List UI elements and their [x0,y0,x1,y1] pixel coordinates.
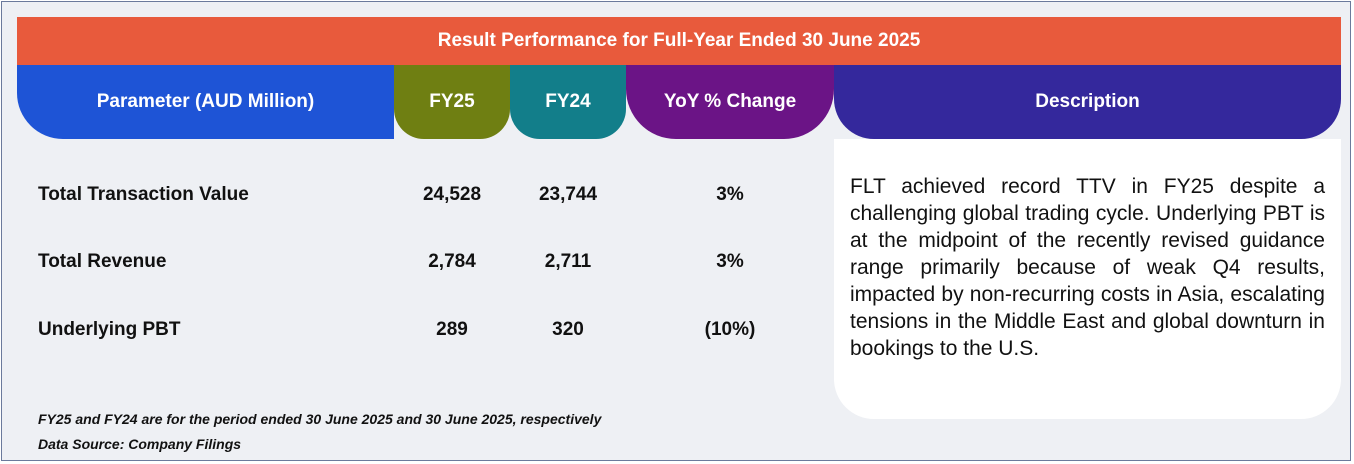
row-fy24-total-revenue: 2,711 [544,251,592,272]
period-footnote: FY25 and FY24 are for the period ended 3… [38,411,602,427]
row-label-total-revenue: Total Revenue [38,251,167,272]
description-card: FLT achieved record TTV in FY25 despite … [834,139,1341,419]
row-label-total-transaction-value: Total Transaction Value [38,184,249,205]
row-yoy-total-revenue: 3% [716,251,744,272]
row-fy25-total-transaction-value: 24,528 [422,184,482,205]
table-title-banner: Result Performance for Full-Year Ended 3… [17,17,1341,65]
data-source-footnote: Data Source: Company Filings [38,436,242,452]
row-fy24-total-transaction-value: 23,744 [538,184,598,205]
row-fy25-total-revenue: 2,784 [428,251,476,272]
row-yoy-total-transaction-value: 3% [716,184,744,205]
row-yoy-underlying-pbt: (10%) [704,319,756,340]
row-label-underlying-pbt: Underlying PBT [38,319,181,340]
description-text: FLT achieved record TTV in FY25 despite … [850,175,1325,360]
header-fy24: FY24 [510,65,626,139]
row-fy24-underlying-pbt: 320 [552,319,584,340]
row-fy25-underlying-pbt: 289 [436,319,468,340]
header-fy25: FY25 [394,65,510,139]
header-yoy-change: YoY % Change [626,65,834,139]
header-parameter: Parameter (AUD Million) [17,65,394,139]
header-description: Description [834,65,1341,139]
